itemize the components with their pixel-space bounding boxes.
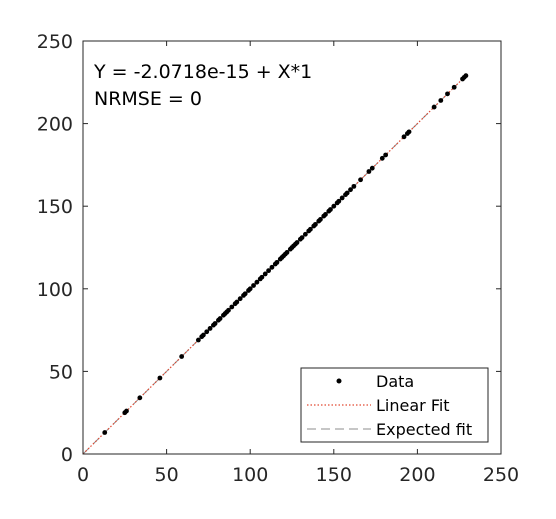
- data-point: [323, 212, 328, 217]
- x-tick-label: 200: [399, 464, 435, 486]
- axes-frame: [82, 40, 502, 455]
- data-point: [217, 316, 223, 321]
- data-point: [259, 274, 265, 280]
- data-point: [318, 217, 323, 222]
- data-point: [251, 283, 256, 288]
- legend-data-marker: [336, 378, 342, 384]
- data-point: [226, 307, 231, 313]
- y-tick-label: 100: [37, 279, 73, 301]
- x-tick-label: 250: [483, 464, 519, 486]
- data-point: [406, 129, 412, 135]
- x-tick-label: 150: [316, 464, 352, 486]
- data-point: [294, 240, 300, 245]
- data-point: [369, 165, 375, 171]
- data-point: [207, 326, 213, 331]
- data-point: [269, 264, 275, 270]
- y-tick-label: 200: [37, 114, 73, 136]
- data-point: [336, 198, 342, 204]
- data-point: [262, 271, 268, 277]
- data-point: [331, 203, 337, 209]
- data-point: [302, 231, 308, 237]
- data-point: [339, 195, 345, 201]
- data-point: [366, 169, 372, 174]
- data-point: [431, 104, 437, 110]
- data-point: [195, 337, 201, 343]
- data-point: [344, 190, 350, 196]
- data-point: [237, 296, 243, 302]
- data-point: [328, 207, 333, 212]
- data-point: [379, 155, 385, 161]
- data-point: [212, 321, 218, 326]
- data-point: [401, 134, 407, 140]
- data-point: [451, 84, 457, 90]
- data-point: [254, 279, 260, 285]
- data-point: [242, 291, 248, 297]
- data-point: [274, 259, 280, 265]
- data-point: [137, 395, 143, 401]
- data-points: [102, 73, 469, 435]
- data-point: [266, 268, 271, 274]
- x-tick-label: 100: [232, 464, 268, 486]
- data-point: [307, 226, 313, 232]
- data-point: [157, 375, 163, 381]
- y-tick-label: 50: [49, 361, 73, 383]
- legend-label-data: Data: [376, 372, 414, 391]
- y-tick-label: 150: [37, 196, 73, 218]
- y-axis-ticks: 0 50 100 150 200 250: [37, 31, 501, 466]
- x-axis-ticks: 0 50 100 150 200 250: [77, 41, 519, 486]
- data-point: [463, 73, 469, 79]
- data-point: [200, 332, 206, 338]
- x-tick-label: 0: [77, 464, 89, 486]
- data-point: [348, 187, 353, 193]
- data-point: [284, 250, 290, 255]
- legend-label-linear-fit: Linear Fit: [376, 396, 450, 415]
- data-point: [438, 98, 444, 103]
- legend-label-expected-fit: Expected fit: [376, 420, 472, 439]
- data-point: [229, 304, 235, 310]
- data-point: [234, 299, 240, 305]
- data-point: [124, 408, 129, 414]
- data-point: [358, 177, 363, 183]
- nrmse-annotation: NRMSE = 0: [94, 88, 202, 110]
- data-point: [204, 329, 210, 335]
- data-point: [313, 221, 318, 227]
- equation-annotation: Y = -2.0718e-15 + X*1: [93, 61, 312, 83]
- data-point: [445, 91, 450, 97]
- data-point: [247, 286, 253, 292]
- data-point: [351, 183, 357, 189]
- data-point: [102, 430, 108, 435]
- data-point: [383, 152, 389, 158]
- y-tick-label: 0: [61, 444, 73, 466]
- y-tick-label: 250: [37, 31, 73, 53]
- x-tick-label: 50: [155, 464, 179, 486]
- legend: Data Linear Fit Expected fit: [300, 367, 489, 443]
- data-point: [179, 354, 185, 359]
- data-point: [299, 235, 305, 240]
